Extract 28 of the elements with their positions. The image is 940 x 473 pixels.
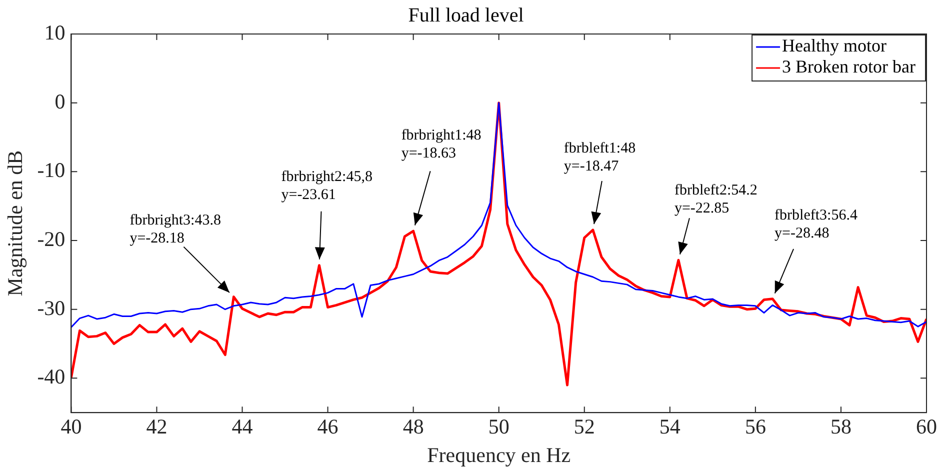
x-tick-label: 52 — [574, 414, 595, 439]
x-tick-label: 58 — [830, 414, 852, 439]
x-tick-label: 56 — [744, 414, 766, 439]
y-tick-label: -10 — [37, 158, 66, 182]
x-tick-label: 48 — [402, 414, 424, 439]
x-tick-label: 54 — [659, 414, 681, 439]
annotation: fbrbleft3:56.4 y=-28.48 — [774, 207, 858, 242]
legend-label: 3 Broken rotor bar — [782, 56, 916, 77]
y-tick-label: -20 — [37, 227, 66, 252]
x-tick-label: 46 — [317, 414, 338, 439]
annotation: fbrbright3:43.8 y=-28.18 — [130, 212, 221, 246]
annotation: fbrbleft1:48 y=-18.47 — [564, 140, 636, 174]
x-tick-label: 40 — [60, 414, 82, 439]
chart-title: Full load level — [408, 4, 524, 26]
y-tick-label: 0 — [54, 89, 66, 114]
legend-label: Healthy motor — [782, 36, 887, 56]
x-tick-label: 44 — [232, 414, 254, 439]
x-tick-label: 50 — [488, 414, 510, 439]
y-axis-title: Magnitude en dB — [3, 150, 28, 296]
annotation: fbrbright2:45,8 y=-23.61 — [281, 168, 372, 203]
annotation: fbrbleft2:54.2 y=-22.85 — [674, 182, 758, 217]
y-tick-label: -30 — [37, 296, 66, 320]
y-tick-label: 10 — [44, 20, 66, 45]
annotation: fbrbright1:48 y=-18.63 — [401, 128, 482, 162]
x-axis-title: Frequency en Hz — [427, 442, 571, 467]
y-tick-label: -40 — [37, 364, 66, 389]
x-tick-label: 60 — [916, 414, 937, 439]
x-tick-label: 42 — [146, 414, 168, 439]
